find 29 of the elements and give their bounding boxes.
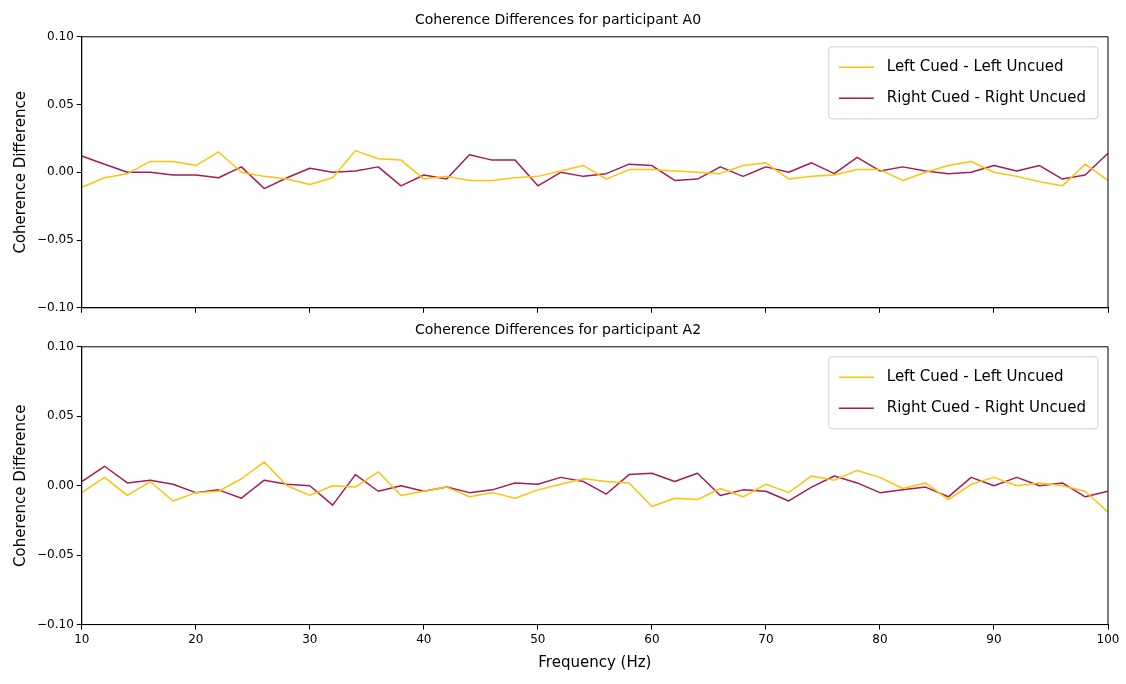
- y-tick-label: 0.00: [47, 477, 74, 492]
- y-tick-label: 0.10: [47, 338, 74, 353]
- y-tick-label: 0.10: [47, 28, 74, 43]
- y-tick-label: 0.05: [47, 408, 74, 423]
- x-tick-label: 60: [644, 631, 660, 646]
- chart-title: Coherence Differences for participant A0: [414, 11, 702, 28]
- y-tick-label: 0.05: [47, 96, 74, 111]
- x-tick-label: 100: [1096, 631, 1120, 646]
- y-tick-label: −0.10: [36, 299, 74, 314]
- x-axis-title: Frequency (Hz): [538, 652, 652, 671]
- y-tick-label: −0.05: [36, 232, 74, 247]
- x-tick-label: 40: [416, 631, 432, 646]
- x-tick-label: 30: [302, 631, 318, 646]
- y-axis-title: Coherence Difference: [10, 404, 29, 567]
- x-tick-label: 20: [188, 631, 204, 646]
- legend-label: Right Cued - Right Uncued: [886, 88, 1087, 107]
- legend-label: Left Cued - Left Uncued: [886, 57, 1064, 76]
- legend-label: Left Cued - Left Uncued: [886, 367, 1064, 386]
- x-tick-label: 10: [74, 631, 90, 646]
- y-tick-label: 0.00: [47, 164, 74, 179]
- x-tick-label: 90: [986, 631, 1002, 646]
- chart-title: Coherence Differences for participant A2: [414, 321, 702, 338]
- x-tick-label: 80: [872, 631, 888, 646]
- y-tick-label: −0.10: [36, 616, 74, 631]
- y-tick-label: −0.05: [36, 547, 74, 562]
- y-axis-title: Coherence Difference: [10, 91, 29, 254]
- legend-label: Right Cued - Right Uncued: [886, 398, 1087, 417]
- x-tick-label: 50: [530, 631, 546, 646]
- x-tick-label: 70: [758, 631, 774, 646]
